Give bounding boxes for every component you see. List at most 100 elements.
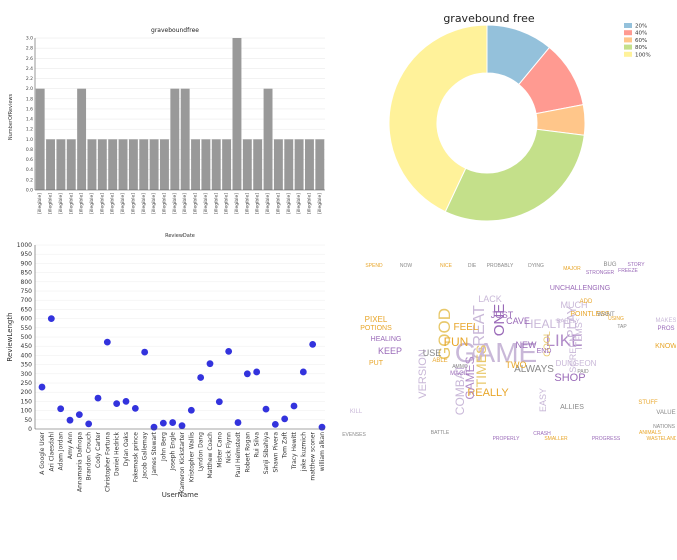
scatter-point bbox=[150, 423, 158, 431]
scatter-point bbox=[271, 421, 279, 428]
word-cloud-word: FEEL bbox=[453, 322, 478, 333]
scatter-y-tick-label: 450 bbox=[21, 343, 33, 350]
scatter-x-tick-label: Jacob Gallemay bbox=[142, 432, 149, 480]
scatter-point bbox=[290, 402, 298, 410]
bar-x-tick-label: [illegible] bbox=[110, 193, 116, 214]
scatter-y-tick-label: 650 bbox=[21, 306, 33, 313]
word-cloud-word: GOOD bbox=[435, 308, 454, 360]
scatter-y-tick-label: 150 bbox=[21, 398, 33, 405]
scatter-x-tick-label: Kristopher Wallis bbox=[188, 432, 195, 482]
word-cloud-word: PUT bbox=[369, 360, 384, 367]
scatter-point bbox=[75, 411, 83, 419]
word-cloud-word: USE bbox=[423, 348, 442, 358]
bar-x-tick-label: [illegible] bbox=[141, 193, 147, 214]
scatter-point bbox=[215, 398, 223, 406]
scatter-point bbox=[197, 374, 205, 381]
word-cloud-word: MAGIC bbox=[450, 371, 470, 377]
word-cloud-word: PROBABLY bbox=[487, 263, 514, 269]
bar-y-tick-label: 1.8 bbox=[26, 96, 33, 102]
donut-slice bbox=[444, 128, 585, 222]
bar-x-tick-label: [illegible] bbox=[244, 193, 250, 214]
bar bbox=[305, 139, 314, 190]
bar-x-tick-label: [illegible] bbox=[68, 193, 74, 214]
legend-label: 80% bbox=[635, 45, 647, 51]
word-cloud-word: DYING bbox=[528, 263, 544, 269]
legend-swatch bbox=[624, 23, 632, 28]
bar-x-tick-label: [illegible] bbox=[99, 193, 105, 214]
word-cloud-word: GREAT bbox=[471, 305, 488, 359]
scatter-x-tick-label: Fakemask prince bbox=[132, 432, 139, 483]
word-cloud-word: USING bbox=[608, 316, 624, 322]
scatter-point bbox=[159, 419, 167, 427]
scatter-x-tick-label: Robert Rogan bbox=[244, 432, 251, 473]
word-cloud-word: GAMES bbox=[463, 356, 477, 399]
scatter-x-tick-label: matthew sconer bbox=[310, 431, 317, 480]
bar-x-tick-label: [illegible] bbox=[37, 193, 43, 214]
word-cloud-word: BATTLE bbox=[431, 430, 450, 436]
word-cloud-word: WANT bbox=[597, 312, 615, 318]
bar bbox=[253, 139, 263, 190]
word-cloud-word: KNOW bbox=[655, 343, 676, 350]
scatter-point bbox=[262, 405, 270, 413]
scatter-point bbox=[113, 400, 121, 408]
word-cloud-word: STUFF bbox=[638, 400, 658, 406]
word-cloud-word: EVENSES bbox=[342, 432, 366, 438]
bar-x-tick-label: [illegible] bbox=[224, 193, 230, 214]
bar-y-tick-label: 2.4 bbox=[26, 66, 33, 72]
scatter-x-tick-label: Sanji Sibahiya bbox=[263, 432, 270, 475]
bar bbox=[139, 139, 149, 190]
bar-x-tick-label: [illegible] bbox=[296, 193, 302, 214]
word-cloud-word: PROS bbox=[657, 326, 674, 332]
scatter-point bbox=[131, 404, 139, 412]
bar-x-tick-label: [illegible] bbox=[317, 193, 323, 214]
scatter-x-tick-label: John Berg bbox=[160, 432, 167, 462]
bar-x-tick-label: [illegible] bbox=[58, 193, 64, 214]
word-cloud-word: KILL bbox=[350, 409, 363, 415]
scatter-point bbox=[47, 315, 55, 322]
scatter-x-tick-label: william alkan bbox=[319, 432, 326, 471]
scatter-y-tick-label: 750 bbox=[21, 288, 33, 295]
scatter-point bbox=[57, 405, 65, 413]
scatter-x-tick-label: Lyndon Dang bbox=[198, 432, 205, 471]
bar-y-tick-label: 1.4 bbox=[26, 117, 33, 123]
scatter-x-tick-label: Amy Ann bbox=[67, 432, 74, 459]
scatter-y-tick-label: 0 bbox=[28, 426, 32, 433]
bar bbox=[263, 88, 273, 190]
scatter-x-tick-label: Brandon Crouch bbox=[86, 432, 93, 481]
word-cloud-word: VALUE bbox=[656, 410, 675, 416]
legend-swatch bbox=[624, 37, 632, 43]
bar-x-tick-label: [illegible] bbox=[193, 193, 199, 214]
word-cloud-word: UNCHALLENGING bbox=[550, 285, 610, 292]
scatter-x-tick-label: Shawn Pivera bbox=[272, 432, 279, 473]
scatter-x-tick-label: jake kuzmich bbox=[300, 432, 307, 472]
scatter-x-tick-label: Mister Cano bbox=[216, 432, 223, 468]
scatter-x-tick-label: Tracy Hewitt bbox=[291, 431, 298, 470]
scatter-y-tick-label: 400 bbox=[21, 352, 33, 359]
word-cloud-word: STORY bbox=[627, 262, 645, 268]
bar bbox=[211, 139, 221, 190]
word-cloud-word: PLAY bbox=[564, 306, 579, 339]
bar bbox=[222, 139, 232, 190]
word-cloud-word: HEALTH bbox=[525, 317, 571, 331]
bar-y-tick-label: 0.6 bbox=[26, 157, 33, 163]
bar bbox=[128, 139, 138, 190]
bar-y-tick-label: 0.4 bbox=[26, 167, 33, 173]
scatter-y-tick-label: 300 bbox=[21, 371, 33, 378]
bar bbox=[66, 139, 76, 190]
legend-swatch bbox=[624, 51, 632, 57]
scatter-x-tick-label: Dylan Oaks bbox=[123, 432, 130, 466]
scatter-point bbox=[281, 415, 289, 423]
word-cloud-word: MAJOR bbox=[563, 266, 581, 272]
word-cloud-word: LIKE bbox=[546, 331, 583, 350]
word-cloud-word: ALLIES bbox=[560, 404, 584, 411]
bar-x-axis-title: ReviewDate bbox=[165, 233, 195, 239]
bar bbox=[97, 139, 107, 190]
bar-x-tick-label: [illegible] bbox=[275, 193, 281, 214]
scatter-point bbox=[103, 338, 111, 346]
scatter-x-tick-label: Ari Claesdahl bbox=[48, 432, 55, 472]
legend-swatch bbox=[624, 44, 632, 50]
bar-y-tick-label: 1.2 bbox=[26, 127, 33, 133]
word-cloud-word: BARELY bbox=[556, 319, 579, 325]
scatter-point bbox=[243, 370, 251, 378]
